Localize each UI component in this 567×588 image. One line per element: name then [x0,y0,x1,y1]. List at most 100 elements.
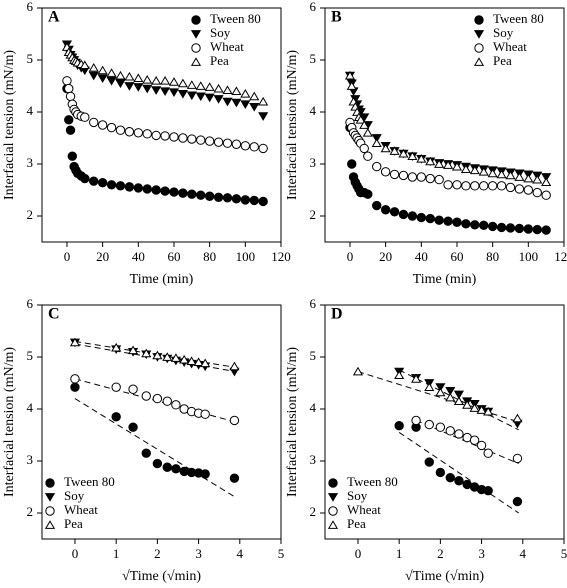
data-point [240,141,251,151]
legend-label: Wheat [64,502,98,517]
legend-marker [45,506,55,516]
data-point [541,225,551,235]
legend-marker [328,478,338,488]
data-point [168,88,180,98]
data-point [460,164,471,174]
data-point [476,440,487,451]
data-point [133,83,144,92]
data-point [454,429,464,439]
plot-frame [41,304,282,540]
data-point [88,63,99,72]
data-point [204,136,215,146]
data-point [159,76,171,85]
legend-label: Pea [210,53,229,68]
data-point [359,120,370,129]
data-point [362,128,373,137]
y-tick-label: 6 [310,0,317,14]
panel-title: D [331,306,343,323]
data-point [65,91,76,102]
data-point [133,73,144,83]
x-tick-label: 4 [237,546,244,561]
legend-marker [474,15,484,25]
y-tick-label: 4 [310,103,317,118]
data-point [213,137,224,147]
data-point [505,223,516,233]
legend-marker [473,57,485,66]
data-point [371,138,382,148]
data-point [371,134,382,143]
data-point [106,122,117,133]
data-point [532,187,542,198]
panel-title: B [331,9,342,26]
legend-label: Tween 80 [347,474,398,489]
data-point [80,112,90,122]
fit-line [357,371,519,423]
data-point [411,415,421,426]
data-point [111,382,121,392]
data-point [142,129,152,139]
data-point [128,384,138,394]
data-point [222,97,233,107]
data-point [186,356,197,366]
x-tick-label: 40 [132,249,145,264]
data-point [65,125,76,135]
x-tick-label: 40 [415,249,428,264]
data-point [478,167,489,176]
data-point [435,422,446,432]
data-point [162,352,173,361]
data-point [222,138,233,148]
data-point [407,151,418,161]
data-point [231,139,242,149]
data-point [169,132,179,142]
data-point [398,148,409,158]
data-point [359,143,369,154]
data-point [178,188,188,198]
data-point [204,93,215,103]
data-point [151,130,161,141]
data-point [115,70,126,80]
data-point [443,180,453,190]
data-point [424,382,435,392]
data-point [453,390,464,400]
y-axis-label: Interfacial tension (mN/m) [2,50,17,200]
legend-marker [45,478,55,488]
data-point [111,342,122,352]
data-point [380,205,391,215]
data-point [434,215,444,225]
legend-marker [473,30,485,39]
data-point [229,361,240,371]
plot-frame [324,7,565,243]
data-point [372,161,382,172]
data-point [389,207,400,217]
data-point [128,422,138,432]
data-point [142,84,153,94]
data-point [435,387,446,397]
data-point [195,92,206,102]
data-point [523,224,534,234]
x-axis-label: √Time (√min) [405,569,484,584]
x-tick-label: 2 [154,546,161,561]
data-point [445,426,455,436]
data-point [70,382,80,392]
data-point [496,222,507,233]
y-tick-label: 5 [310,51,317,66]
data-point [196,135,206,145]
y-tick-label: 2 [27,207,34,222]
data-point [64,83,74,94]
data-point [133,128,144,138]
legend-label: Wheat [210,39,244,54]
data-point [512,453,523,464]
data-point [451,161,463,171]
data-point [177,89,188,99]
data-point [443,216,453,226]
y-tick-label: 6 [27,0,34,14]
legend-marker [191,43,201,53]
data-point [115,181,126,191]
x-tick-label: 60 [450,249,463,264]
data-point [195,81,206,90]
data-point [532,174,543,184]
data-point [462,400,473,409]
data-point [505,170,516,180]
data-point [240,100,251,109]
data-point [200,358,211,368]
